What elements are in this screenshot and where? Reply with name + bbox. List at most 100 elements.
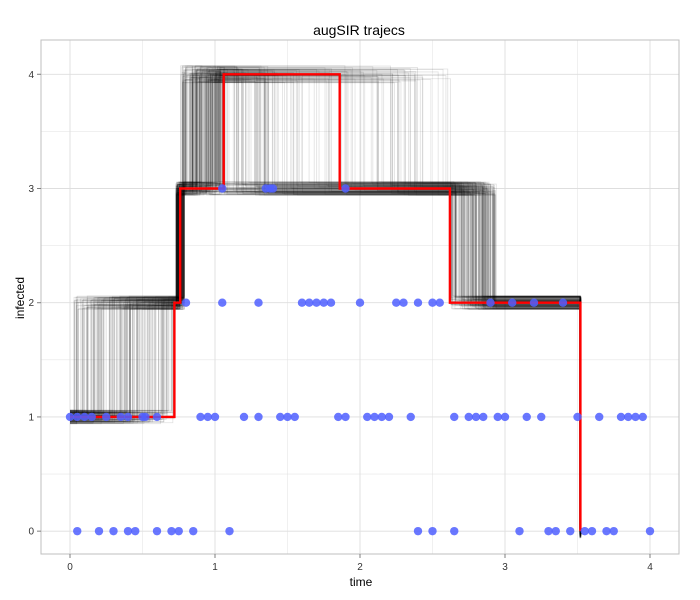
x-axis-ticks: 0 1 2 3 4	[67, 554, 653, 573]
data-point	[515, 526, 524, 536]
trajectory-line	[70, 70, 582, 528]
data-point	[109, 526, 118, 536]
trajectory-line	[70, 71, 581, 531]
trajectory-line	[70, 66, 582, 532]
trajectory-line	[70, 76, 582, 528]
data-point	[645, 526, 655, 536]
data-point	[225, 526, 234, 536]
trajectory-line	[70, 75, 581, 532]
y-tick-label: 2	[28, 298, 34, 309]
data-point	[102, 412, 111, 422]
data-point	[283, 412, 292, 422]
trajectory-line	[70, 71, 581, 535]
trajectory-line	[70, 66, 581, 529]
trajectory-line	[70, 79, 581, 527]
trajectory-line	[70, 74, 581, 530]
trajectory-line	[70, 81, 581, 533]
x-tick-label: 3	[502, 562, 508, 573]
trajectory-line	[70, 75, 581, 538]
data-point	[355, 298, 365, 307]
data-point	[544, 526, 553, 536]
data-point	[624, 412, 633, 422]
trajectory-line	[70, 79, 581, 536]
trajectory-line	[70, 75, 581, 538]
step-series	[70, 73, 582, 532]
trajectory-line	[70, 71, 582, 534]
data-point	[174, 526, 183, 536]
trajectory-line	[70, 68, 582, 538]
data-point	[566, 526, 575, 536]
data-point	[167, 526, 176, 536]
trajectory-line	[70, 78, 582, 535]
data-point	[123, 526, 133, 536]
data-point	[218, 184, 227, 193]
data-point	[479, 412, 488, 422]
y-tick-label: 4	[28, 70, 34, 81]
trajectory-line	[70, 70, 581, 527]
trajectory-line	[70, 65, 582, 528]
trajectory-line	[70, 79, 582, 535]
trajectory-line	[70, 68, 581, 527]
trajectory-line	[70, 81, 581, 530]
data-point	[471, 412, 481, 422]
y-axis-title: infected	[13, 277, 27, 319]
data-point	[428, 526, 437, 536]
trajectory-line	[70, 67, 581, 530]
data-point	[341, 412, 350, 422]
data-point	[428, 298, 437, 307]
data-point	[203, 412, 212, 422]
y-tick-label: 3	[28, 184, 34, 195]
trajectory-line	[70, 73, 581, 536]
trajectory-line	[70, 69, 581, 532]
trajectory-line	[70, 72, 581, 526]
data-point	[450, 412, 459, 422]
data-point	[254, 298, 263, 307]
data-point	[609, 526, 618, 536]
trajectory-line	[70, 65, 582, 538]
data-point	[341, 184, 350, 193]
trajectory-line	[70, 66, 581, 527]
data-point	[319, 298, 328, 307]
trajectory-line	[70, 66, 582, 535]
data-point	[73, 412, 82, 422]
trajectory-line	[70, 66, 581, 529]
trajectory-line	[70, 79, 581, 537]
y-tick-label: 0	[28, 527, 34, 538]
trajectory-line	[70, 68, 582, 530]
data-point	[189, 526, 198, 536]
data-point	[268, 184, 278, 193]
data-point	[131, 526, 140, 536]
data-point	[413, 298, 423, 307]
trajectory-line	[70, 78, 581, 532]
data-point	[73, 526, 82, 536]
data-point	[500, 412, 510, 422]
trajectory-line	[70, 77, 582, 528]
trajectory-line	[70, 65, 581, 535]
data-point	[384, 412, 394, 422]
trajectory-line	[70, 76, 581, 529]
trajectory-line	[70, 73, 582, 535]
trajectory-line	[70, 66, 581, 534]
data-point	[522, 412, 531, 422]
data-point	[312, 298, 321, 307]
trajectory-line	[70, 79, 581, 527]
data-point	[116, 412, 125, 422]
trajectory-line	[70, 69, 582, 535]
data-point	[595, 412, 604, 422]
trajectory-line	[70, 73, 581, 533]
data-point	[152, 526, 162, 536]
data-point	[508, 298, 517, 307]
trajectory-line	[70, 75, 581, 534]
trajectory-line	[70, 79, 581, 526]
data-point	[94, 526, 104, 536]
data-point	[65, 412, 75, 422]
trajectory-line	[70, 79, 581, 536]
data-point	[276, 412, 285, 422]
trajectory-line	[70, 69, 582, 536]
trajectory-line	[70, 69, 581, 529]
data-point	[377, 412, 386, 422]
data-point	[80, 412, 89, 422]
data-point	[334, 412, 343, 422]
